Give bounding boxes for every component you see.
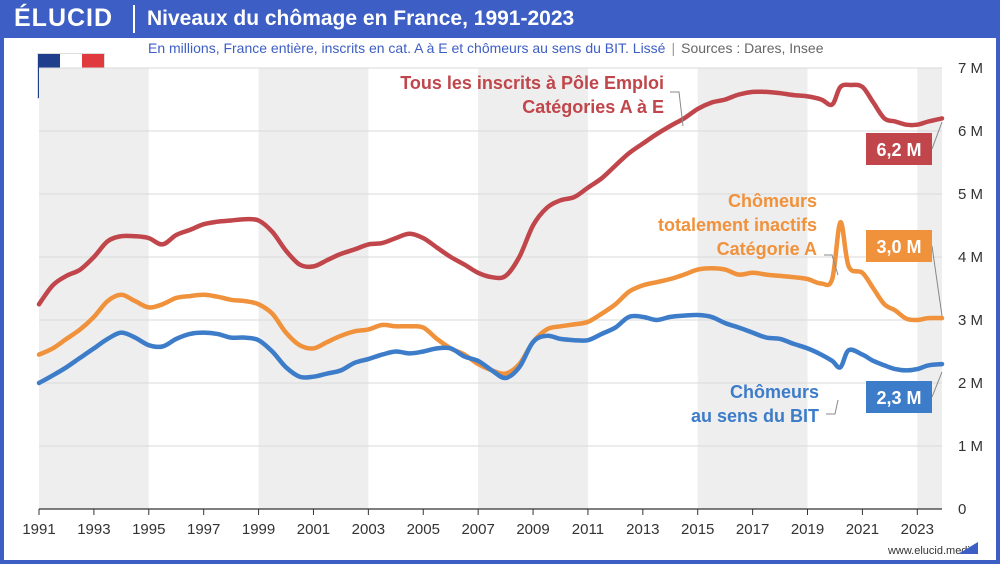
end-value-badge-red bbox=[866, 133, 932, 165]
series-label-orange-line: Chômeurs bbox=[728, 191, 817, 211]
series-label-blue-line: au sens du BIT bbox=[691, 406, 819, 426]
x-tick-label: 2007 bbox=[461, 521, 494, 538]
x-tick-label: 2013 bbox=[626, 521, 659, 538]
y-tick-label: 1 M bbox=[958, 438, 983, 455]
x-tick-label: 2003 bbox=[352, 521, 385, 538]
series-line-categorie-a bbox=[36, 220, 945, 377]
series-label-orange-line: totalement inactifs bbox=[658, 215, 817, 235]
series-label-red-line: Tous les inscrits à Pôle Emploi bbox=[400, 73, 664, 93]
y-tick-label: 5 M bbox=[958, 186, 983, 203]
page-title: Niveaux du chômage en France, 1991-2023 bbox=[147, 7, 575, 30]
x-tick-label: 2001 bbox=[297, 521, 330, 538]
series-line-bit bbox=[36, 312, 945, 386]
right-border bbox=[996, 38, 1000, 564]
header-bar: ÉLUCID Niveaux du chômage en France, 199… bbox=[0, 0, 1000, 38]
shaded-band-1 bbox=[258, 68, 369, 509]
series-label-leader-blue bbox=[826, 399, 839, 415]
x-tick-label: 2015 bbox=[681, 521, 714, 538]
series-label-blue-line: Chômeurs bbox=[730, 382, 819, 402]
subtitle-text: En millions, France entière, inscrits en… bbox=[148, 40, 666, 56]
x-tick-label: 2009 bbox=[516, 521, 549, 538]
end-badge-leader-orange bbox=[931, 245, 943, 317]
x-tick-label: 1997 bbox=[187, 521, 220, 538]
footer-website[interactable]: www.elucid.media bbox=[887, 545, 976, 557]
series-label-orange-line: Catégorie A bbox=[717, 239, 817, 259]
series-label-leader-red bbox=[670, 91, 684, 127]
x-tick-label: 2005 bbox=[407, 521, 440, 538]
y-tick-label: 2 M bbox=[958, 375, 983, 392]
y-tick-label: 6 M bbox=[958, 123, 983, 140]
x-tick-label: 2023 bbox=[901, 521, 934, 538]
shaded-band-0 bbox=[39, 68, 149, 509]
brand-logo[interactable]: ÉLUCID bbox=[14, 4, 114, 32]
bottom-border bbox=[0, 560, 1000, 564]
end-value-badge-orange bbox=[866, 230, 932, 262]
end-badge-leader-red bbox=[931, 121, 943, 150]
y-tick-label: 0 bbox=[958, 501, 966, 518]
end-value-label: 3,0 M bbox=[876, 237, 921, 257]
end-value-label: 6,2 M bbox=[876, 140, 921, 160]
x-tick-label: 2011 bbox=[572, 521, 604, 538]
series-label-red-line: Catégories A à E bbox=[522, 97, 664, 117]
y-tick-label: 3 M bbox=[958, 312, 983, 329]
x-tick-label: 1999 bbox=[242, 521, 275, 538]
shaded-band-3 bbox=[697, 68, 808, 509]
subtitle-separator: | bbox=[671, 40, 676, 56]
series-line-total-inscrits bbox=[36, 82, 945, 307]
end-badge-leader-blue bbox=[931, 371, 943, 398]
left-border bbox=[0, 38, 4, 564]
brand-mark-icon bbox=[958, 542, 978, 554]
x-tick-label: 1991 bbox=[22, 521, 55, 538]
end-value-badge-blue bbox=[866, 381, 932, 413]
end-value-label: 2,3 M bbox=[876, 388, 921, 408]
x-tick-label: 1995 bbox=[132, 521, 165, 538]
shaded-band-2 bbox=[478, 68, 588, 509]
y-tick-label: 7 M bbox=[958, 60, 983, 77]
series-label-leader-orange bbox=[824, 254, 839, 276]
x-tick-label: 2021 bbox=[846, 521, 879, 538]
y-tick-label: 4 M bbox=[958, 249, 983, 266]
x-tick-label: 2019 bbox=[791, 521, 824, 538]
x-tick-label: 2017 bbox=[736, 521, 769, 538]
sources-text: Sources : Dares, Insee bbox=[681, 40, 824, 56]
chart-subtitle: En millions, France entière, inscrits en… bbox=[148, 40, 824, 56]
brand-divider bbox=[133, 5, 135, 33]
x-tick-label: 1993 bbox=[77, 521, 110, 538]
